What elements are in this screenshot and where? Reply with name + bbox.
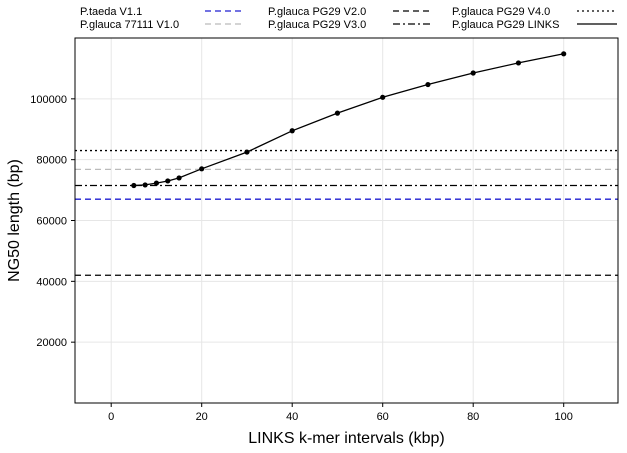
y-tick-label-1: 40000 [36,276,67,288]
legend-label-3: P.glauca PG29 V3.0 [268,19,366,31]
x-axis: 0 20 40 60 80 100 [108,403,573,423]
legend-label-4: P.glauca PG29 V4.0 [452,6,550,18]
x-tick-label-2: 40 [286,411,298,423]
data-point-2 [153,180,160,186]
legend-label-2: P.glauca PG29 V2.0 [268,6,366,18]
data-point-8 [334,110,341,116]
legend: P.taeda V1.1P.glauca 77111 V1.0 P.glauca … [80,6,617,31]
legend-label-0: P.taeda V1.1 [80,6,142,18]
legend-label-5: P.glauca PG29 LINKS [452,19,559,31]
reference-lines [75,149,618,276]
data-point-1 [142,182,148,188]
y-axis-label: NG50 length (bp) [6,159,23,282]
series-line-0 [133,53,564,187]
grid [75,38,618,403]
data-point-13 [561,51,567,57]
data-point-11 [470,70,476,76]
x-tick-label-4: 80 [467,411,479,423]
data-point-10 [425,81,431,88]
x-tick-label-3: 60 [377,411,389,423]
y-tick-label-2: 60000 [36,216,67,228]
data-point-9 [380,94,386,100]
series-lines [131,51,567,189]
y-tick-label-4: 100000 [30,94,67,106]
data-point-4 [176,175,182,181]
data-point-12 [515,60,522,66]
data-point-5 [199,166,205,172]
data-point-7 [289,128,295,134]
y-axis: 20000 40000 60000 80000 100000 [30,94,75,349]
data-point-3 [165,178,171,184]
data-point-6 [244,149,250,155]
data-point-0 [131,182,137,189]
y-tick-label-3: 80000 [36,155,67,167]
legend-label-1: P.glauca 77111 V1.0 [80,19,179,31]
x-axis-label: LINKS k-mer intervals (kbp) [248,430,445,447]
x-tick-label-1: 20 [196,411,208,423]
y-tick-label-0: 20000 [36,337,67,349]
x-tick-label-0: 0 [108,411,114,423]
x-tick-label-5: 100 [555,411,573,423]
